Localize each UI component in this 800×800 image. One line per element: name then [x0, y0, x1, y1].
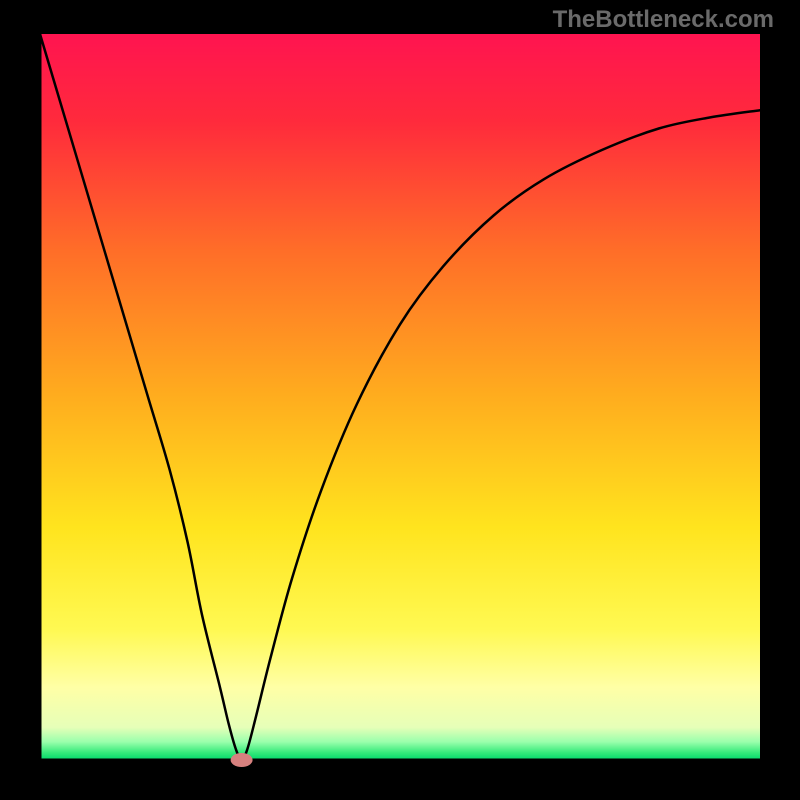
watermark-text: TheBottleneck.com [553, 6, 774, 34]
chart-container: TheBottleneck.com [0, 0, 800, 800]
sweet-spot-marker [231, 753, 253, 767]
bottleneck-chart [0, 0, 800, 800]
